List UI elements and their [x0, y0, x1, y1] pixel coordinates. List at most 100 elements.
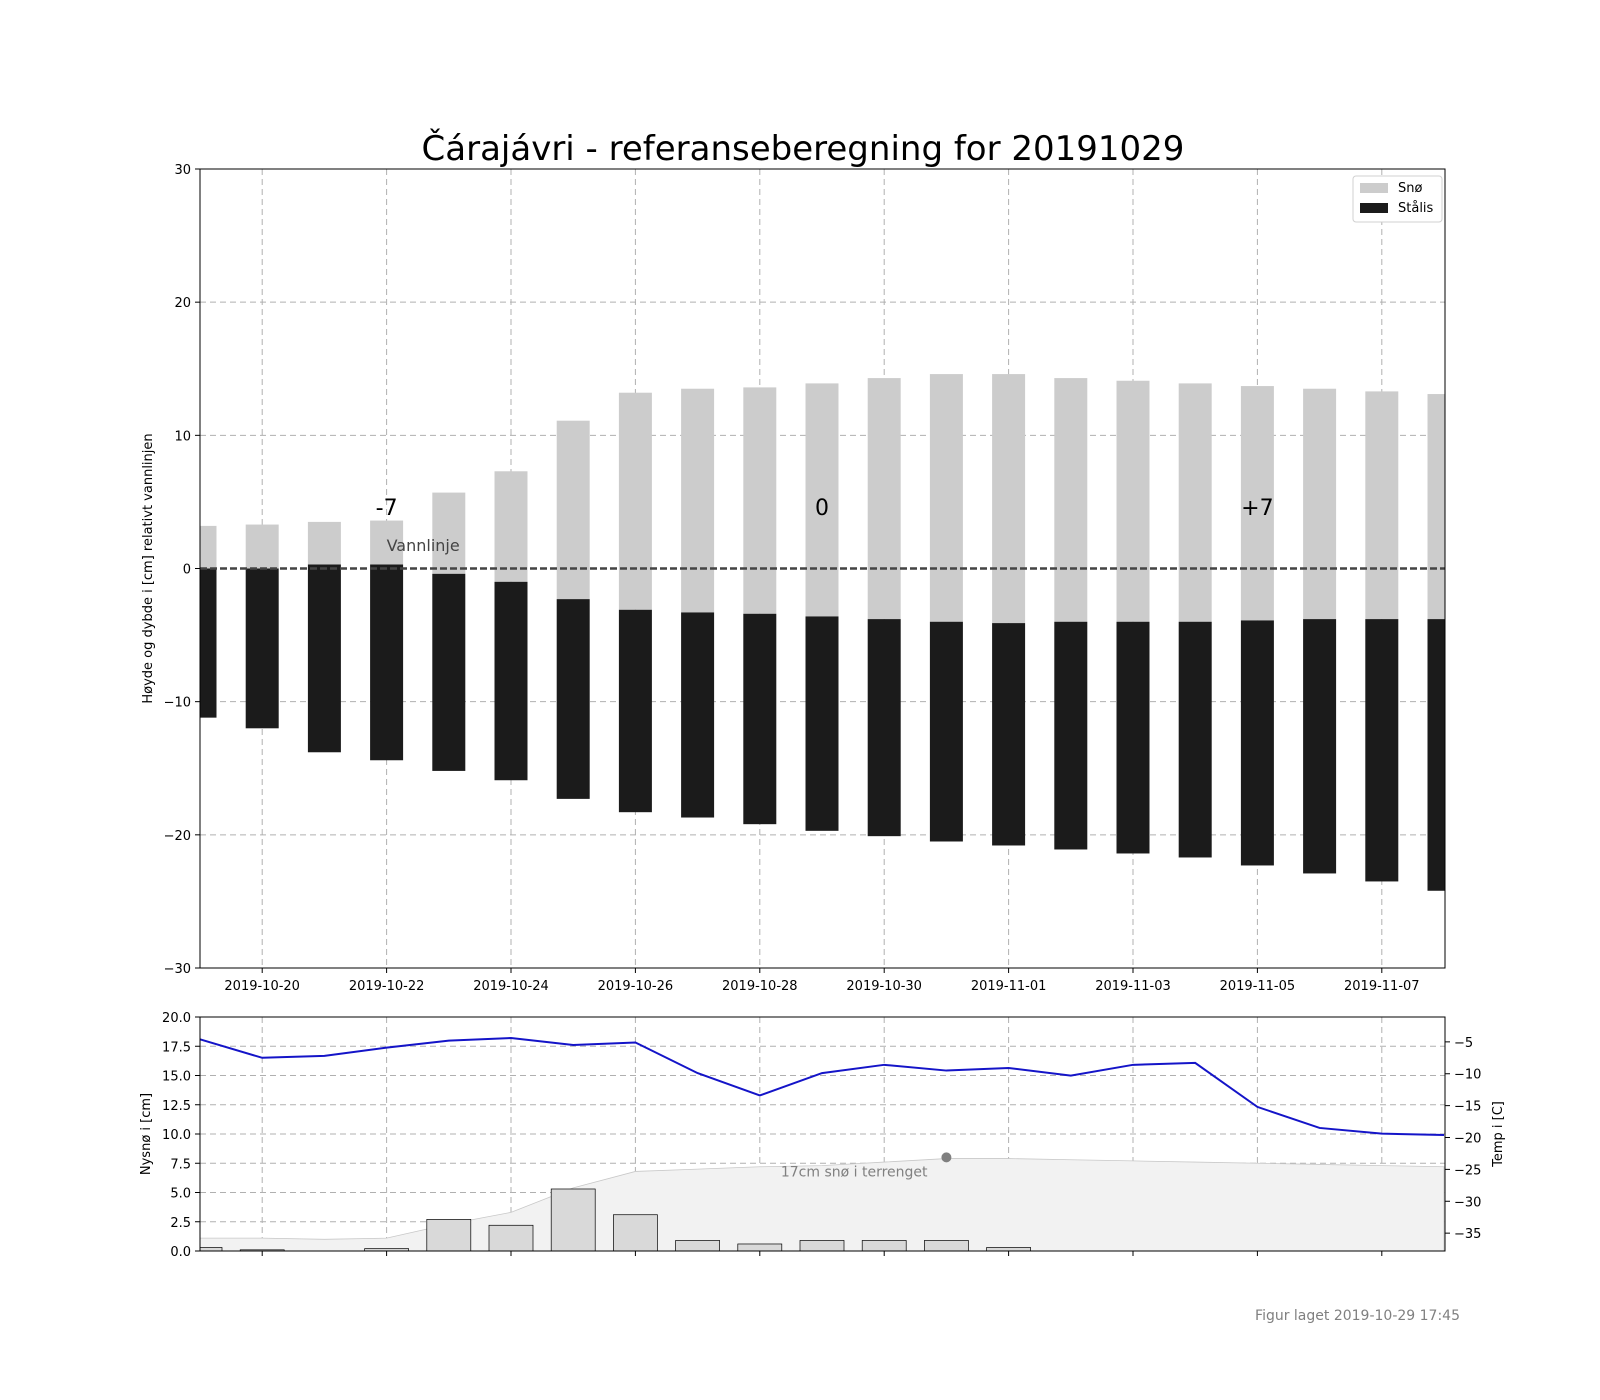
lower-y-tick-label: 10.0	[162, 1128, 191, 1143]
legend-swatch-snow	[1360, 183, 1388, 193]
ice-bar	[1365, 619, 1399, 882]
new-snow-bar	[924, 1240, 969, 1252]
snow-bar	[1303, 388, 1337, 620]
ice-bar	[1427, 619, 1445, 891]
lower-y-ticks-right: −35 −30 −25 −20 −15 −10 −5	[1445, 1036, 1481, 1242]
lower-y-right-tick-label: −15	[1454, 1100, 1481, 1115]
legend-label-snow: Snø	[1398, 181, 1422, 196]
legend-label-ice: Stålis	[1398, 201, 1434, 216]
snow-bar	[1178, 383, 1212, 622]
lower-y-tick-label: 15.0	[162, 1070, 191, 1085]
new-snow-bar	[426, 1219, 472, 1252]
ice-snow-chart: Vannlinje -7 0 +7 −30 −20 −10 0 10 20 30 2019-10…	[141, 163, 1446, 994]
lower-y-right-tick-label: −5	[1454, 1036, 1473, 1051]
ice-bar	[1178, 621, 1212, 858]
main-x-tick-label: 2019-10-22	[349, 979, 425, 994]
snow-bar	[432, 492, 466, 574]
main-y-tick-label: −10	[164, 696, 191, 711]
lower-y-tick-label: 20.0	[162, 1011, 191, 1026]
new-snow-bar	[737, 1243, 783, 1252]
main-y-tick-label: 20	[174, 296, 191, 311]
main-x-tick-label: 2019-10-20	[224, 979, 300, 994]
main-y-label: Høyde og dybde i [cm] relativt vannlinje…	[141, 433, 156, 703]
snow-bar	[618, 392, 652, 610]
snow-bar	[245, 524, 279, 569]
day-label: -7	[376, 496, 398, 521]
new-snow-bar	[550, 1188, 596, 1252]
lower-y-tick-label: 12.5	[162, 1099, 191, 1114]
lower-y-right-tick-label: −35	[1454, 1227, 1481, 1242]
ice-bar	[556, 599, 590, 799]
ice-bar	[370, 564, 404, 761]
lower-y-ticks: 0.0 2.5 5.0 7.5 10.0 12.5 15.0 17.5 20.0	[162, 1011, 200, 1260]
snow-bar	[200, 525, 217, 569]
ice-bar	[805, 616, 839, 831]
credit-text: Figur laget 2019-10-29 17:45	[1255, 1308, 1460, 1324]
main-x-tick-label: 2019-10-28	[722, 979, 798, 994]
lower-y-tick-label: 17.5	[162, 1040, 191, 1055]
snow-bar	[1427, 394, 1445, 620]
lower-x-ticks	[261, 1251, 1383, 1256]
ice-bar	[432, 573, 466, 771]
main-x-tick-label: 2019-10-26	[598, 979, 674, 994]
legend: Snø Stålis	[1352, 175, 1443, 223]
new-snow-bar	[986, 1247, 1031, 1252]
new-snow-bar	[613, 1214, 658, 1252]
day-labels: -7 0 +7	[376, 496, 1274, 521]
terrain-snow-marker	[941, 1152, 952, 1163]
lower-y-tick-label: 2.5	[170, 1216, 191, 1231]
snow-bar	[867, 378, 901, 620]
main-y-tick-label: 0	[183, 563, 191, 578]
legend-swatch-ice	[1360, 203, 1388, 213]
ice-bar	[743, 613, 777, 825]
snow-bar	[556, 420, 590, 600]
lower-y-right-tick-label: −20	[1454, 1132, 1481, 1147]
snow-bar	[370, 520, 404, 565]
new-snow-temperature-chart: 17cm snø i terrenget 0.0 2.5 5.0 7.5 10.0 12.…	[139, 1011, 1506, 1260]
new-snow-bar	[199, 1247, 223, 1252]
lower-y-tick-label: 5.0	[170, 1187, 191, 1202]
ice-bar	[1054, 621, 1088, 850]
main-bars	[200, 374, 1445, 891]
lower-y-tick-label: 0.0	[170, 1245, 191, 1260]
terrain-snow-label: 17cm snø i terrenget	[781, 1164, 928, 1180]
lower-y-label-right: Temp i [C]	[1491, 1101, 1506, 1168]
lower-y-label: Nysnø i [cm]	[139, 1093, 154, 1175]
snow-bar	[1365, 391, 1399, 620]
snow-bar	[1054, 378, 1088, 622]
ice-bar	[307, 564, 341, 753]
snow-bar	[681, 388, 715, 613]
main-x-ticks: 2019-10-20 2019-10-22 2019-10-24 2019-10-26…	[224, 968, 1420, 994]
ice-bar	[867, 619, 901, 837]
main-y-tick-label: −20	[164, 829, 191, 844]
snow-bar	[494, 471, 528, 582]
ice-bar	[618, 609, 652, 813]
new-snow-bar	[799, 1240, 845, 1252]
lower-y-right-tick-label: −30	[1454, 1195, 1481, 1210]
main-y-tick-label: −30	[164, 962, 191, 977]
ice-bar	[1303, 619, 1337, 874]
main-x-tick-label: 2019-11-07	[1344, 979, 1420, 994]
snow-bar	[929, 374, 963, 622]
main-x-tick-label: 2019-11-05	[1220, 979, 1296, 994]
lower-y-tick-label: 7.5	[170, 1157, 191, 1172]
snow-bar	[1116, 380, 1150, 622]
main-x-tick-label: 2019-10-24	[473, 979, 549, 994]
ice-bar	[681, 612, 715, 818]
new-snow-bars	[199, 1188, 1031, 1252]
new-snow-bar	[675, 1240, 720, 1252]
main-x-tick-label: 2019-10-30	[846, 979, 922, 994]
main-y-tick-label: 30	[174, 163, 191, 178]
temperature-line	[199, 1037, 1445, 1136]
ice-bar	[200, 568, 217, 718]
day-label: +7	[1241, 496, 1273, 521]
main-y-ticks: −30 −20 −10 0 10 20 30	[164, 163, 200, 977]
ice-bar	[1240, 620, 1274, 866]
snow-bar	[805, 383, 839, 617]
main-x-tick-label: 2019-11-01	[971, 979, 1047, 994]
waterline-label: Vannlinje	[387, 536, 460, 555]
snow-bar	[1240, 386, 1274, 621]
lower-y-right-tick-label: −10	[1454, 1068, 1481, 1083]
chart-title: Čárajávri - referanseberegning for 20191…	[422, 128, 1185, 169]
